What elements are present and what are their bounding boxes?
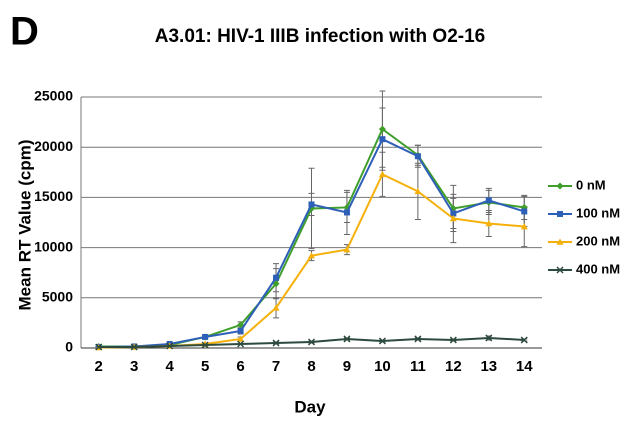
marker xyxy=(521,208,528,215)
marker xyxy=(308,201,315,208)
marker xyxy=(272,339,280,347)
marker xyxy=(201,341,209,349)
x-tick-label: 10 xyxy=(374,358,391,375)
y-tick-label: 20000 xyxy=(34,138,73,154)
marker xyxy=(520,336,528,344)
x-tick-label: 7 xyxy=(272,358,280,375)
y-tick-label: 0 xyxy=(65,339,73,355)
marker xyxy=(485,220,493,227)
legend-marker xyxy=(556,182,564,190)
marker xyxy=(379,136,386,143)
marker xyxy=(414,153,421,160)
x-tick-label: 8 xyxy=(307,358,315,375)
marker xyxy=(237,335,245,342)
marker xyxy=(308,252,315,259)
marker xyxy=(414,187,422,195)
legend-label: 400 nM xyxy=(576,261,620,276)
panel-label: D xyxy=(10,10,39,54)
marker xyxy=(343,209,350,216)
marker xyxy=(272,304,280,311)
x-tick-label: 14 xyxy=(516,358,533,375)
marker xyxy=(202,333,209,340)
y-tick-label: 15000 xyxy=(34,188,73,204)
legend-marker xyxy=(556,238,564,245)
marker xyxy=(166,342,174,350)
marker xyxy=(378,337,386,345)
y-axis-label: Mean RT Value (cpm) xyxy=(15,140,34,311)
marker xyxy=(237,340,245,348)
x-tick-label: 2 xyxy=(95,358,103,375)
marker xyxy=(378,170,386,178)
marker xyxy=(520,223,528,230)
marker xyxy=(449,214,457,222)
marker xyxy=(273,274,280,281)
marker xyxy=(95,343,103,351)
marker xyxy=(485,197,492,204)
x-tick-label: 11 xyxy=(410,358,426,375)
marker xyxy=(450,210,457,217)
legend-label: 100 nM xyxy=(576,205,620,220)
marker xyxy=(343,246,351,253)
legend-marker xyxy=(556,266,564,274)
marker xyxy=(237,327,244,334)
chart-title: A3.01: HIV-1 IIIB infection with O2-16 xyxy=(155,26,485,47)
x-tick-label: 12 xyxy=(445,358,462,375)
legend-marker xyxy=(557,211,563,217)
legend-label: 200 nM xyxy=(576,233,620,248)
y-tick-label: 10000 xyxy=(34,238,73,254)
y-tick-label: 25000 xyxy=(34,88,73,104)
marker xyxy=(378,125,386,133)
marker xyxy=(307,338,316,346)
x-tick-label: 3 xyxy=(130,358,138,375)
marker xyxy=(414,335,422,343)
marker xyxy=(485,334,493,342)
x-axis-label: Day xyxy=(294,397,326,416)
x-tick-label: 4 xyxy=(165,358,174,375)
marker xyxy=(449,336,457,344)
legend-label: 0 nM xyxy=(576,177,606,192)
x-tick-label: 9 xyxy=(343,358,351,375)
x-tick-label: 6 xyxy=(236,358,244,375)
marker xyxy=(130,343,138,351)
y-tick-label: 5000 xyxy=(42,289,73,305)
x-tick-label: 5 xyxy=(201,358,209,375)
marker xyxy=(343,335,351,343)
x-tick-label: 13 xyxy=(480,358,497,375)
